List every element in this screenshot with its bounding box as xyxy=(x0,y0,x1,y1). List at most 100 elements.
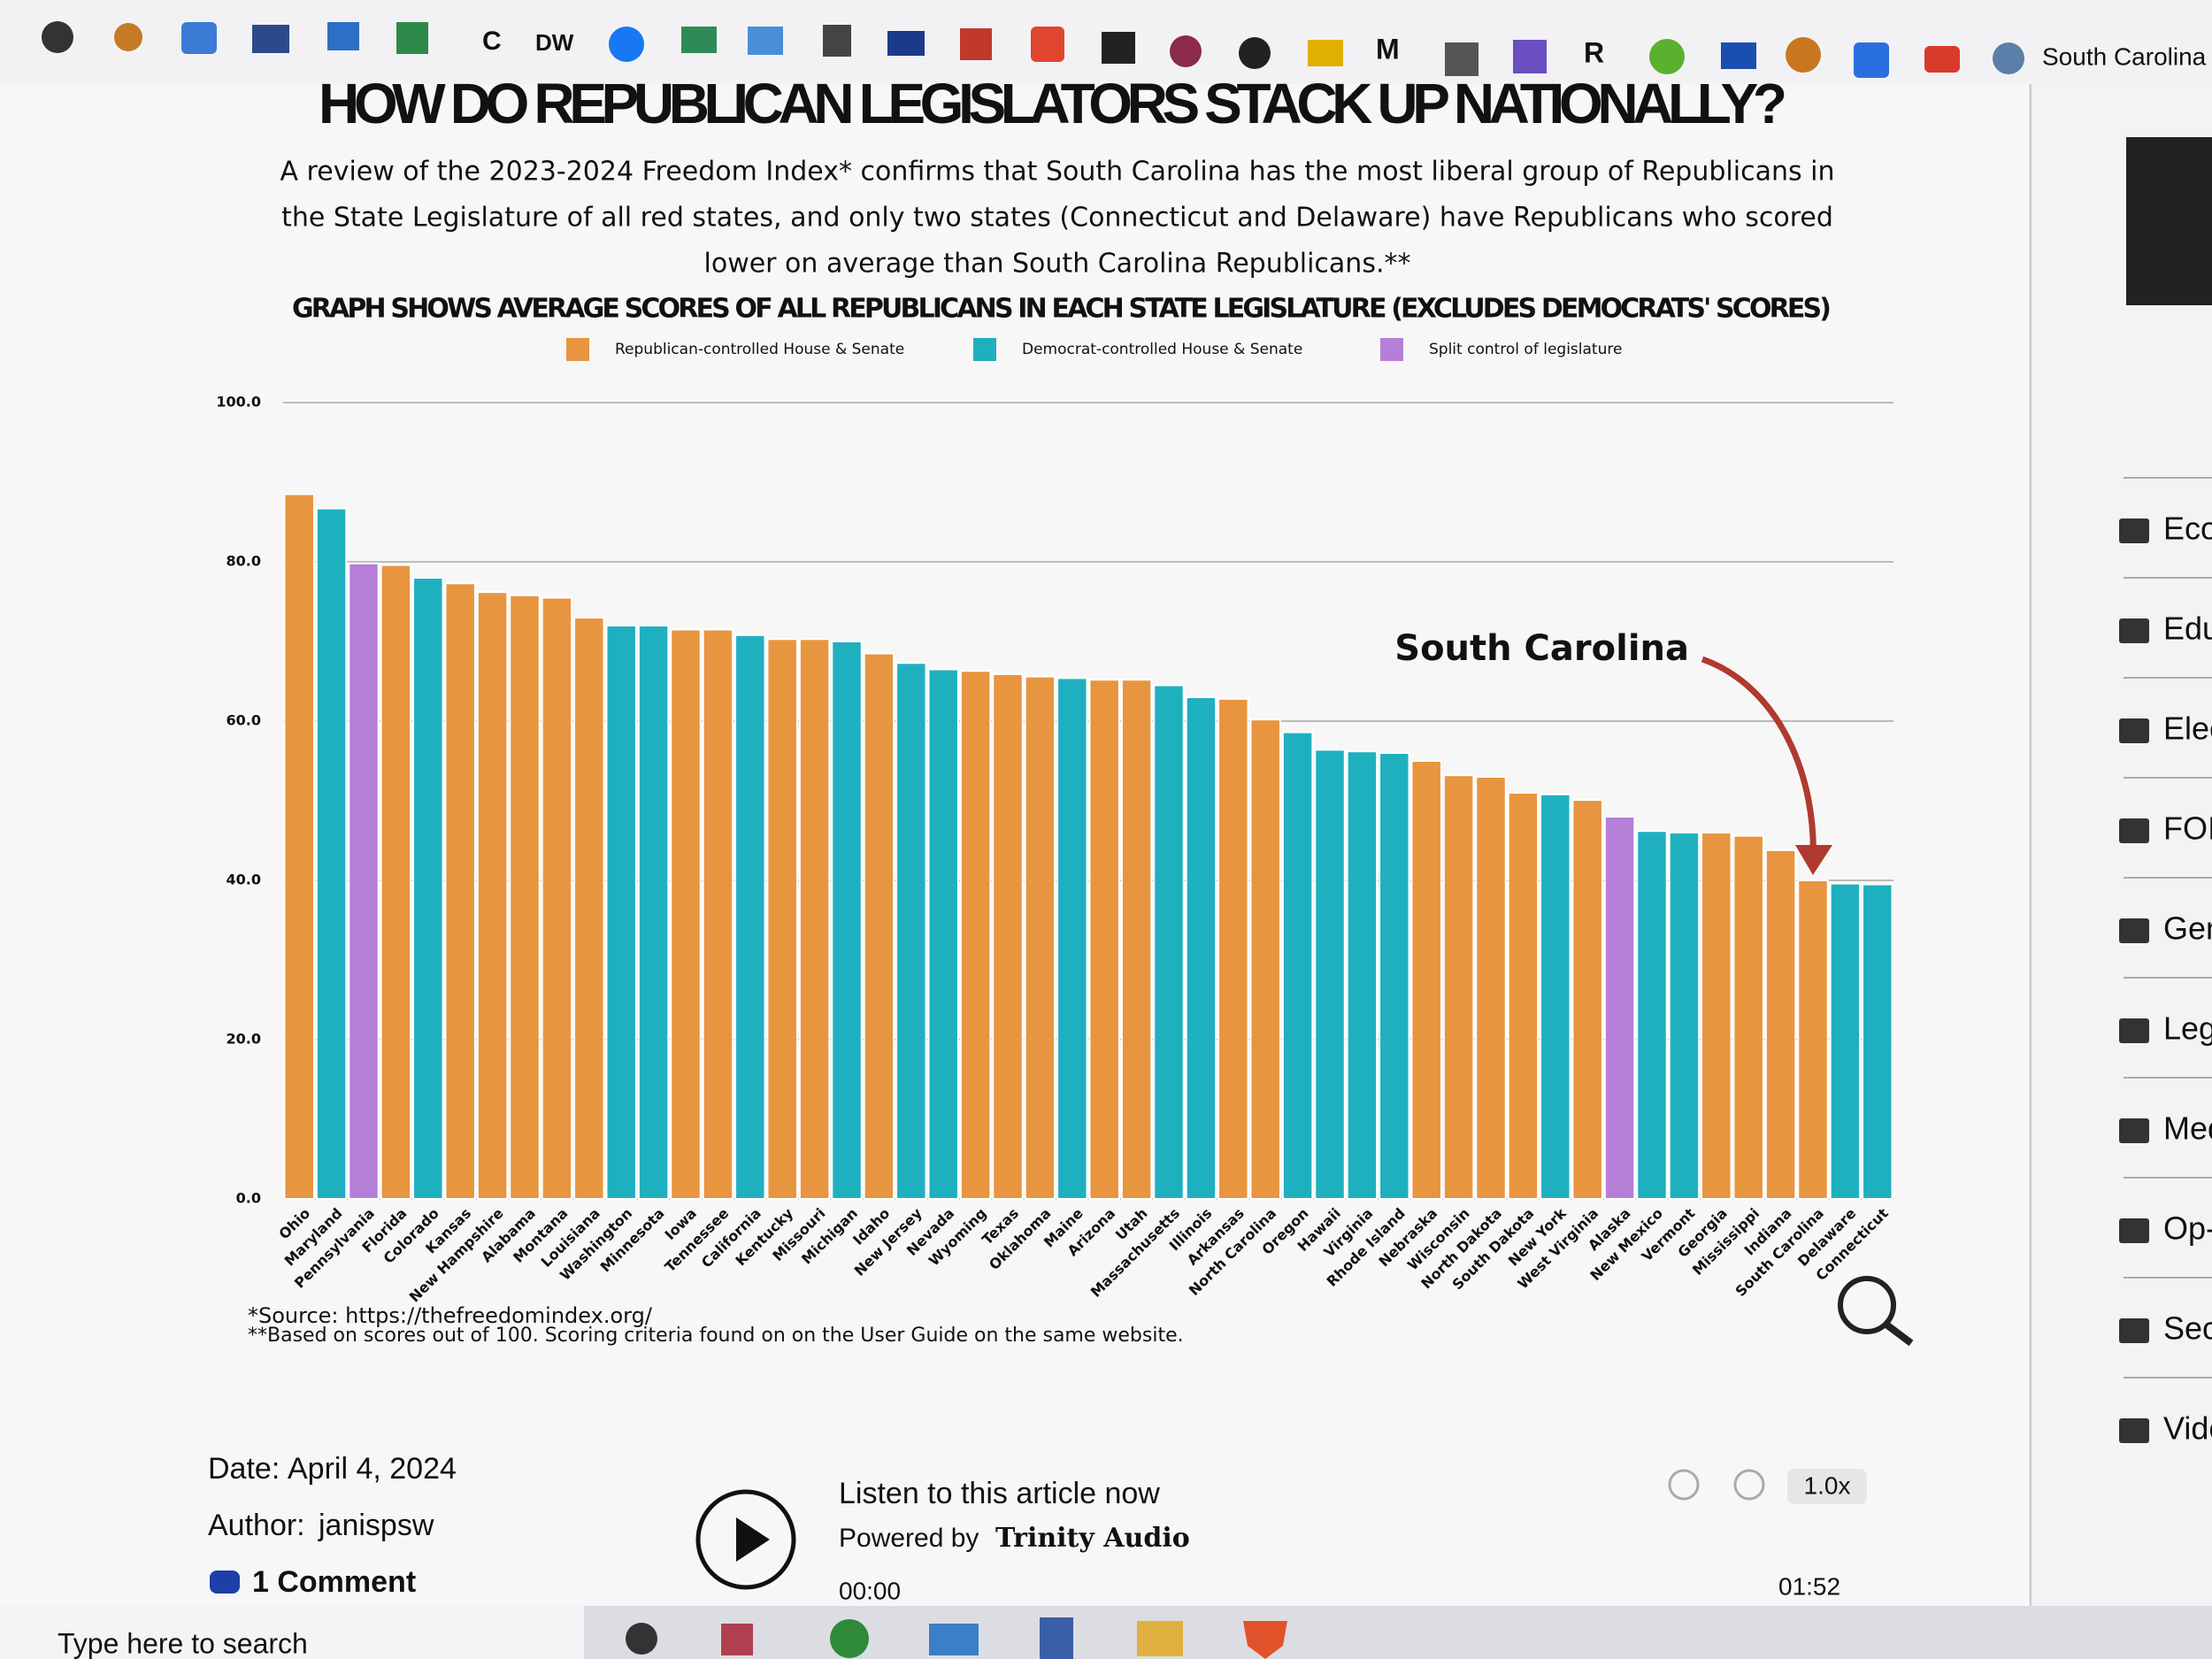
bar xyxy=(348,562,380,1200)
intro-line: the State Legislature of all red states,… xyxy=(281,203,1833,234)
bar xyxy=(1764,849,1797,1200)
bar xyxy=(895,662,927,1200)
folder-icon xyxy=(2119,1418,2149,1443)
date[interactable]: April 4, 2024 xyxy=(288,1452,457,1486)
sidebar-link[interactable]: Seco xyxy=(2163,1310,2212,1347)
bar xyxy=(766,638,798,1200)
sidebar-menu: Eco Edu Elec FOIA Gen Legi Med Op-E Seco Vide xyxy=(2119,477,2212,1447)
folder-icon xyxy=(2119,718,2149,743)
bar xyxy=(509,594,541,1200)
sidebar-image xyxy=(2126,137,2212,305)
audio-time: 01:52 xyxy=(1778,1572,1840,1600)
audio-time: 00:00 xyxy=(839,1577,901,1604)
folder-icon xyxy=(2119,518,2149,543)
source-note: **Based on scores out of 100. Scoring cr… xyxy=(248,1325,1184,1347)
bar xyxy=(1346,750,1379,1200)
forward-button[interactable] xyxy=(1733,1469,1765,1501)
sidebar-link[interactable]: Eco xyxy=(2163,511,2212,547)
bar xyxy=(1603,816,1636,1200)
bar xyxy=(734,634,766,1200)
sidebar-link[interactable]: Op-E xyxy=(2163,1210,2212,1247)
bar xyxy=(1829,882,1862,1200)
bar xyxy=(959,670,992,1200)
bar xyxy=(476,591,509,1200)
sidebar-link[interactable]: Vide xyxy=(2163,1410,2212,1447)
bookmark-label[interactable]: R xyxy=(1584,36,1604,68)
bar xyxy=(1281,731,1314,1200)
audio-speed: 1.0x xyxy=(1804,1471,1851,1499)
bar xyxy=(605,625,637,1200)
bar xyxy=(1475,776,1507,1200)
sidebar-link[interactable]: Gen xyxy=(2163,910,2212,947)
y-tick-label: 60.0 xyxy=(227,712,261,729)
sidebar-link[interactable]: Elec xyxy=(2163,710,2212,747)
bar xyxy=(1732,834,1764,1200)
folder-icon xyxy=(2119,1318,2149,1343)
bar xyxy=(1442,774,1475,1200)
legend-label: Republican-controlled House & Senate xyxy=(615,341,904,358)
y-tick-label: 20.0 xyxy=(227,1031,261,1048)
y-tick-label: 0.0 xyxy=(236,1190,261,1207)
taskbar-icons xyxy=(626,1617,1287,1659)
bookmark-label[interactable]: C xyxy=(482,27,502,56)
comments-link[interactable]: 1 Comment xyxy=(252,1565,416,1599)
annotation: South Carolina xyxy=(1394,628,1689,669)
folder-icon xyxy=(2119,1018,2149,1043)
y-tick-label: 80.0 xyxy=(227,553,261,570)
folder-icon xyxy=(2119,918,2149,943)
sidebar-link[interactable]: Med xyxy=(2163,1110,2212,1147)
legend-swatch xyxy=(1380,338,1403,361)
play-icon xyxy=(736,1517,770,1562)
folder-icon xyxy=(2119,818,2149,843)
bar xyxy=(283,493,315,1200)
audio-provider[interactable]: Trinity Audio xyxy=(995,1523,1190,1554)
date-label: Date: xyxy=(208,1452,280,1486)
bar xyxy=(1862,883,1893,1200)
bookmark-label[interactable]: DW xyxy=(535,29,574,56)
sidebar xyxy=(2032,84,2212,1606)
bar xyxy=(1056,677,1088,1200)
bar xyxy=(541,596,573,1200)
article-title: HOW DO REPUBLICAN LEGISLATORS STACK UP N… xyxy=(319,72,1787,135)
folder-icon xyxy=(2119,1218,2149,1243)
bar xyxy=(1314,749,1346,1201)
author[interactable]: janispsw xyxy=(318,1509,434,1542)
annotation-arrowhead xyxy=(1795,845,1832,875)
legend-label: Democrat-controlled House & Senate xyxy=(1022,341,1302,358)
bar xyxy=(1507,792,1540,1200)
chart: Republican-controlled House & Senate Demo… xyxy=(216,338,1893,1305)
folder-icon xyxy=(2119,618,2149,643)
bookmark-icons xyxy=(42,21,2024,78)
sidebar-link[interactable]: Legi xyxy=(2163,1010,2212,1047)
play-button[interactable] xyxy=(695,1489,796,1590)
bar xyxy=(380,564,412,1200)
sidebar-link[interactable]: FOIA xyxy=(2163,810,2212,847)
rewind-button[interactable] xyxy=(1668,1469,1700,1501)
bookmark-label[interactable]: M xyxy=(1376,33,1400,65)
search-box[interactable] xyxy=(0,1606,584,1659)
bar xyxy=(1668,832,1701,1200)
bar xyxy=(702,628,734,1200)
bar xyxy=(1797,879,1829,1200)
bar xyxy=(637,625,670,1200)
source-note: *Source: https://thefreedomindex.org/ xyxy=(248,1303,653,1328)
annotation-arrow xyxy=(1701,656,1816,865)
audio-heading: Listen to this article now xyxy=(839,1477,1160,1510)
sidebar-link[interactable]: Edu xyxy=(2163,611,2212,647)
bar xyxy=(992,672,1024,1200)
bookmark-label[interactable]: South Carolina xyxy=(2042,42,2207,70)
bar xyxy=(412,577,444,1200)
author-label: Author: xyxy=(208,1509,305,1542)
bar xyxy=(670,628,702,1200)
bar xyxy=(1249,718,1281,1200)
speed-button[interactable] xyxy=(1787,1469,1867,1504)
bar xyxy=(927,668,959,1200)
bar xyxy=(573,617,605,1200)
y-tick-label: 100.0 xyxy=(216,394,261,411)
y-tick-label: 40.0 xyxy=(227,872,261,888)
bar xyxy=(1571,799,1603,1200)
legend-swatch xyxy=(566,338,589,361)
bar xyxy=(1120,679,1153,1200)
logo-icon xyxy=(1838,1276,1914,1347)
